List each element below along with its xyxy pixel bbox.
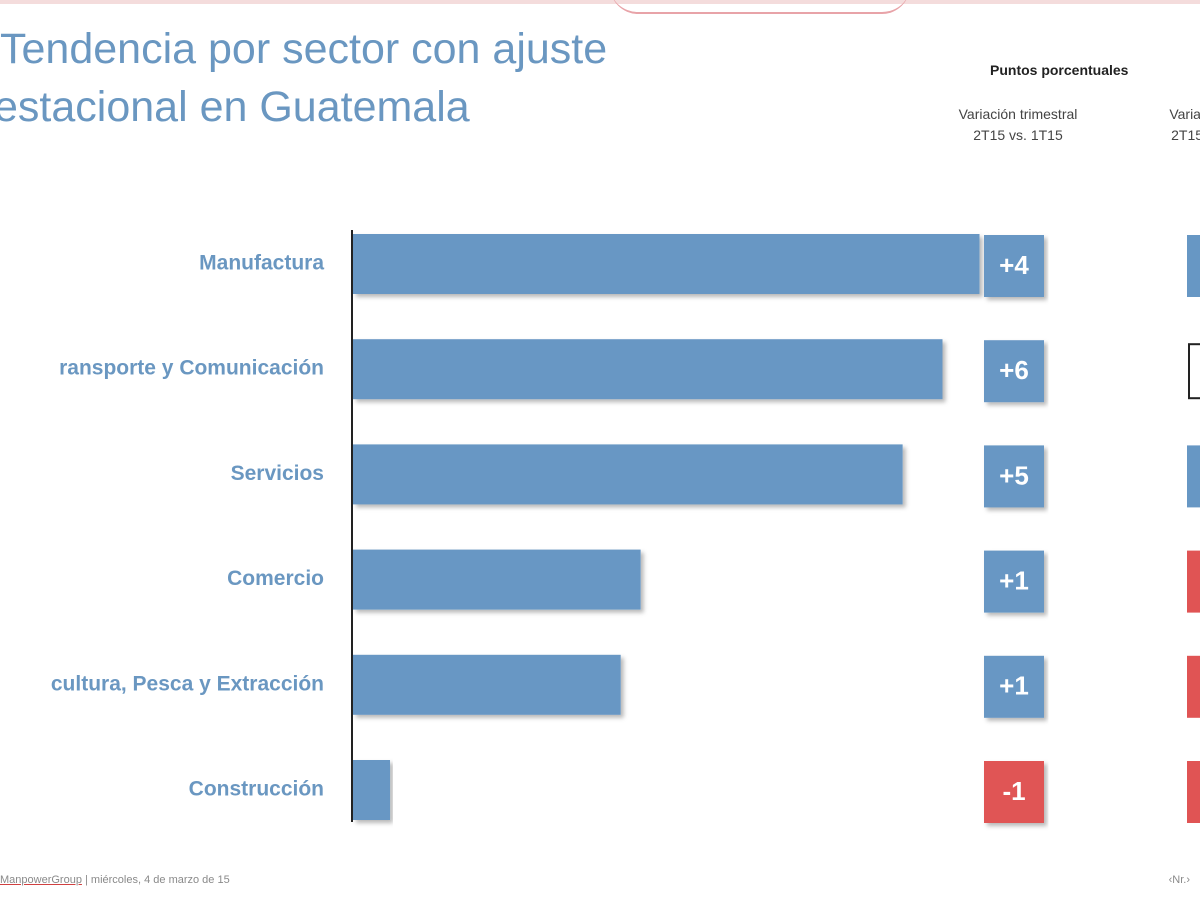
change-value-0: +4 [999, 250, 1029, 280]
category-label-1: ransporte y Comunicación [59, 357, 324, 380]
annual-badge-1 [1188, 343, 1200, 400]
change-badge-5 [984, 761, 1044, 823]
footer-brand: ManpowerGroup [0, 874, 82, 886]
category-label-2: Servicios [231, 462, 324, 485]
annual-badge-3 [1187, 550, 1200, 613]
category-label-3: Comercio [227, 567, 324, 590]
footer: ManpowerGroup | miércoles, 4 de marzo de… [0, 874, 230, 886]
annual-badge-4 [1187, 655, 1200, 718]
change-value-2: +5 [999, 460, 1029, 490]
decorative-arc [610, 0, 910, 14]
change-badge-4 [984, 655, 1044, 718]
column-header-quarterly-line-2: 2T15 vs. 1T15 [973, 127, 1063, 143]
category-label-0: Manufactura [199, 252, 324, 275]
bar-5 [353, 760, 391, 820]
change-value-5: -1 [1002, 776, 1025, 806]
column-header-annual-line-2: 2T15 vs. [1171, 127, 1200, 143]
bar-2 [353, 444, 903, 505]
change-badge-0 [984, 235, 1044, 297]
bar-4 [353, 654, 621, 715]
footer-separator: | [85, 874, 88, 886]
change-value-3: +1 [999, 565, 1029, 595]
category-label-4: cultura, Pesca y Extracción [51, 672, 324, 695]
title-line-1: Tendencia por sector con ajuste [0, 25, 608, 73]
page-number: ‹Nr.› [1168, 874, 1190, 886]
change-badge-2 [984, 445, 1044, 508]
column-header-quarterly-line-1: Variación trimestral [958, 106, 1078, 122]
change-value-1: +6 [999, 355, 1029, 385]
page-title: Tendencia por sector con ajuste estacion… [0, 20, 607, 136]
top-border [0, 0, 1200, 4]
annual-badge-2 [1187, 445, 1200, 508]
column-header-annual-line-1: Variación [1169, 106, 1200, 122]
change-value-4: +1 [999, 671, 1029, 701]
units-label: Puntos porcentuales [990, 62, 1129, 78]
bar-1 [353, 339, 943, 400]
change-badge-1 [984, 340, 1044, 403]
bar-0 [353, 234, 980, 294]
bar-3 [353, 549, 641, 610]
annual-badge-0 [1187, 235, 1200, 297]
change-badge-3 [984, 550, 1044, 613]
column-header-annual: Variación 2T15 vs. [1118, 104, 1200, 146]
annual-badge-5 [1187, 761, 1200, 823]
category-label-5: Construcción [189, 778, 324, 801]
column-header-quarterly: Variación trimestral 2T15 vs. 1T15 [938, 104, 1098, 146]
footer-date: miércoles, 4 de marzo de 15 [90, 874, 230, 886]
title-line-2: estacional en Guatemala [0, 83, 470, 131]
